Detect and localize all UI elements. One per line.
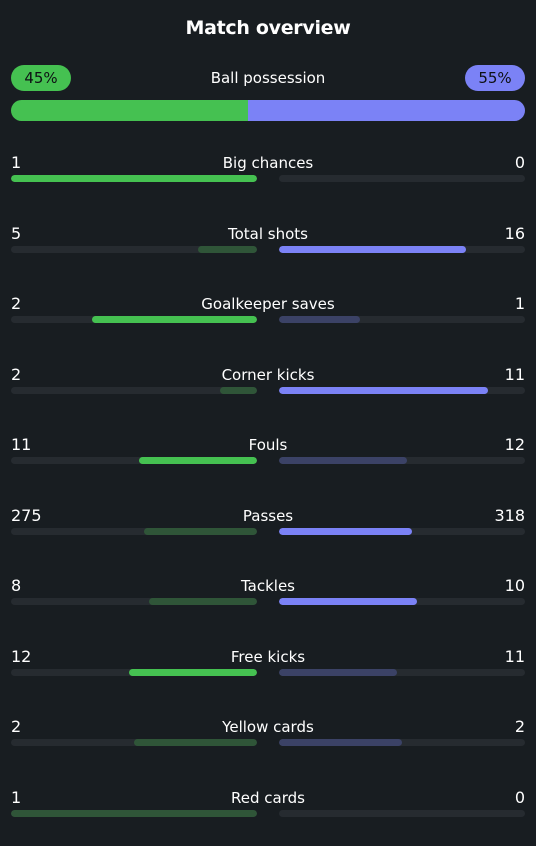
stat-label-goalkeeper-saves: Goalkeeper saves <box>201 295 335 313</box>
away-possession-badge: 55% <box>465 65 525 91</box>
stat-bars <box>11 246 525 253</box>
stat-label-fouls: Fouls <box>248 436 288 454</box>
stat-label-yellow-cards: Yellow cards <box>222 718 314 736</box>
stat-row: 11 Fouls 12 <box>11 435 525 475</box>
home-value-yellow-cards: 2 <box>11 717 22 736</box>
stat-label-free-kicks: Free kicks <box>230 648 306 666</box>
possession-bar-away <box>248 100 525 121</box>
home-bar-fill <box>11 810 257 817</box>
stat-row: 2 Goalkeeper saves 1 <box>11 294 525 334</box>
away-bar-track <box>279 246 525 253</box>
stat-bars <box>11 810 525 817</box>
stat-bars <box>11 387 525 394</box>
home-bar-fill <box>11 175 257 182</box>
away-value-passes: 318 <box>494 506 525 525</box>
away-value-corner-kicks: 11 <box>504 365 525 384</box>
home-bar-fill <box>198 246 257 253</box>
stat-bars <box>11 528 525 535</box>
away-bar-track <box>279 598 525 605</box>
home-value-big-chances: 1 <box>11 153 22 172</box>
home-value-red-cards: 1 <box>11 788 22 807</box>
stat-bars <box>11 739 525 746</box>
away-value-big-chances: 0 <box>514 153 525 172</box>
stat-row: 1 Big chances 0 <box>11 153 525 193</box>
possession-bar-home <box>11 100 248 121</box>
away-bar-track <box>279 528 525 535</box>
away-value-red-cards: 0 <box>514 788 525 807</box>
home-bar-fill <box>134 739 257 746</box>
stat-label-corner-kicks: Corner kicks <box>221 366 315 384</box>
stat-bars <box>11 316 525 323</box>
away-value-fouls: 12 <box>504 435 525 454</box>
page-title: Match overview <box>185 17 351 39</box>
away-bar-track <box>279 175 525 182</box>
away-bar-fill <box>279 246 466 253</box>
home-bar-track <box>11 669 257 676</box>
stat-label-red-cards: Red cards <box>231 789 305 807</box>
away-bar-fill <box>279 457 407 464</box>
away-bar-track <box>279 316 525 323</box>
home-bar-track <box>11 387 257 394</box>
home-bar-fill <box>144 528 257 535</box>
away-bar-fill <box>279 528 412 535</box>
away-value-free-kicks: 11 <box>504 647 525 666</box>
possession-header: 45% Ball possession 55% <box>11 65 525 91</box>
home-value-free-kicks: 12 <box>11 647 32 666</box>
stat-label-total-shots: Total shots <box>228 225 308 243</box>
home-value-corner-kicks: 2 <box>11 365 22 384</box>
home-bar-track <box>11 175 257 182</box>
home-bar-track <box>11 457 257 464</box>
away-bar-track <box>279 810 525 817</box>
away-value-total-shots: 16 <box>504 224 525 243</box>
home-value-fouls: 11 <box>11 435 32 454</box>
stat-row: 2 Corner kicks 11 <box>11 365 525 405</box>
possession-bar <box>11 100 525 121</box>
stat-label-tackles: Tackles <box>240 577 296 595</box>
stat-row: 5 Total shots 16 <box>11 224 525 264</box>
stat-bars <box>11 175 525 182</box>
away-value-goalkeeper-saves: 1 <box>514 294 525 313</box>
home-bar-fill <box>139 457 257 464</box>
home-bar-fill <box>129 669 257 676</box>
home-possession-badge: 45% <box>11 65 71 91</box>
home-bar-track <box>11 316 257 323</box>
away-bar-fill <box>279 669 397 676</box>
home-value-goalkeeper-saves: 2 <box>11 294 22 313</box>
home-value-passes: 275 <box>11 506 42 525</box>
away-bar-track <box>279 387 525 394</box>
away-bar-track <box>279 669 525 676</box>
home-bar-fill <box>220 387 257 394</box>
stat-row: 1 Red cards 0 <box>11 788 525 828</box>
home-bar-track <box>11 528 257 535</box>
stat-bars <box>11 598 525 605</box>
stat-label-passes: Passes <box>242 507 294 525</box>
home-value-total-shots: 5 <box>11 224 22 243</box>
home-bar-track <box>11 739 257 746</box>
away-bar-track <box>279 457 525 464</box>
stat-bars <box>11 457 525 464</box>
home-bar-track <box>11 246 257 253</box>
away-bar-fill <box>279 316 360 323</box>
away-value-yellow-cards: 2 <box>514 717 525 736</box>
away-bar-fill <box>279 739 402 746</box>
away-bar-fill <box>279 598 417 605</box>
stat-bars <box>11 669 525 676</box>
stat-row: 2 Yellow cards 2 <box>11 717 525 757</box>
stat-row: 8 Tackles 10 <box>11 576 525 616</box>
home-value-tackles: 8 <box>11 576 22 595</box>
home-bar-track <box>11 598 257 605</box>
away-bar-track <box>279 739 525 746</box>
stat-label-big-chances: Big chances <box>222 154 314 172</box>
stat-row: 12 Free kicks 11 <box>11 647 525 687</box>
home-bar-fill <box>149 598 257 605</box>
home-bar-fill <box>92 316 257 323</box>
away-value-tackles: 10 <box>504 576 525 595</box>
possession-label: Ball possession <box>210 69 326 87</box>
home-bar-track <box>11 810 257 817</box>
stat-row: 275 Passes 318 <box>11 506 525 546</box>
away-bar-fill <box>279 387 488 394</box>
